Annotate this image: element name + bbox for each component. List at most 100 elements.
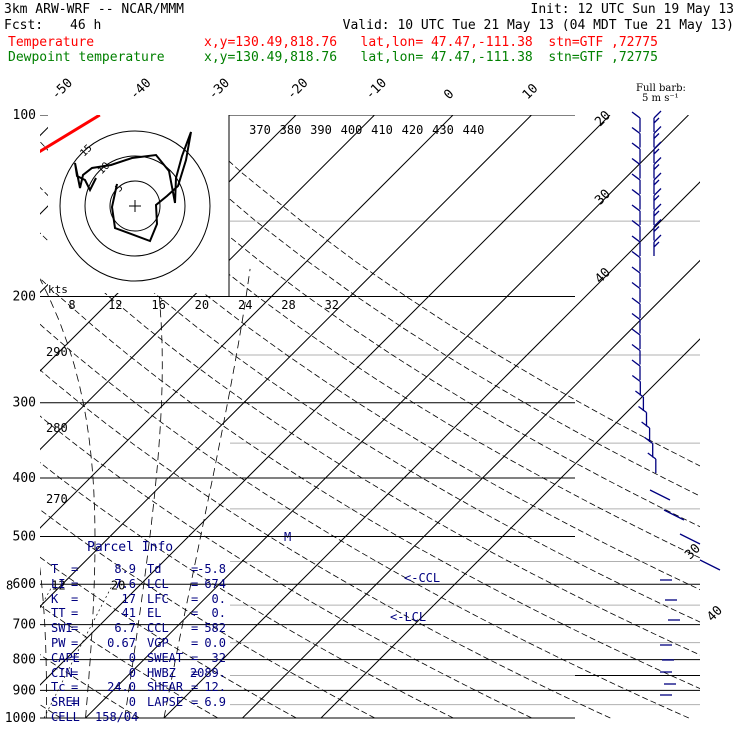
- wind-barb-staff: [631, 157, 641, 179]
- isotherm-label--20: -20: [284, 76, 311, 103]
- dry-adiabat-450: [136, 115, 700, 497]
- wind-barb-staff: [641, 421, 651, 442]
- wind-barb-staff: [631, 297, 641, 318]
- parcel-param-name: LCL: [147, 576, 169, 591]
- pressure-label-500: 500: [13, 529, 36, 544]
- wind-barb-lower: [679, 533, 701, 545]
- hodograph-speed-24: 24: [238, 298, 252, 312]
- pressure-label-1000: 1000: [5, 711, 36, 726]
- wind-barb-staff: [631, 126, 641, 148]
- wind-barb-staff: [638, 405, 648, 427]
- wind-barb-staff: [631, 204, 641, 225]
- wind-barb-lower: [699, 559, 721, 571]
- wind-barb: [631, 328, 641, 349]
- moist-adiabat-40: [163, 268, 251, 719]
- hodograph-speed-28: 28: [281, 298, 295, 312]
- hodograph-speed-16: 16: [151, 298, 165, 312]
- wind-barb: [631, 359, 641, 380]
- wind-barbs: [631, 110, 721, 696]
- theta-e-label-420: 420: [402, 123, 424, 137]
- parcel-param-value: 6.7: [114, 621, 136, 636]
- isotherm-10: [40, 115, 532, 608]
- parcel-param-name: CIN: [51, 665, 73, 680]
- wind-barb: [631, 219, 662, 241]
- wind-barb: [641, 421, 651, 442]
- parcel-equals: =: [71, 591, 79, 606]
- isotherm-30: [85, 115, 689, 719]
- wind-barb: [635, 390, 645, 411]
- pressure-label-900: 900: [13, 683, 36, 698]
- parcel-param-name: LI: [51, 576, 66, 591]
- parcel-param-value: 0: [128, 650, 136, 665]
- dry-adiabat-360: [40, 415, 532, 719]
- parcel-param-name: LFC: [147, 591, 169, 606]
- wind-barb-staff: [631, 173, 641, 194]
- parcel-equals: =: [191, 665, 199, 680]
- isotherm-label-10: 10: [520, 81, 542, 103]
- parcel-equals: =: [71, 562, 79, 576]
- temperature-legend: Temperature: [8, 35, 95, 50]
- isotherm--10: [40, 115, 375, 451]
- theta-label-280: 280: [46, 421, 68, 435]
- parcel-equals: =: [191, 562, 199, 576]
- parcel-param-name: TT: [51, 606, 66, 621]
- mixing-ratio-8: [0, 584, 8, 718]
- pressure-label-800: 800: [13, 653, 36, 668]
- parcel-param-name: CCL: [147, 621, 169, 636]
- parcel-param-name: CAPE: [51, 650, 80, 665]
- wind-barb-staff: [644, 436, 654, 458]
- isotherm-label--30: -30: [206, 76, 233, 103]
- wind-barb: [631, 141, 662, 163]
- parcel-param-name: EL: [147, 606, 162, 621]
- moist-adiabat-30: [40, 278, 96, 719]
- dry-adiabat-420: [40, 141, 700, 591]
- wind-barb-flag: [653, 203, 662, 225]
- hodograph-ring-10: [84, 155, 186, 257]
- isotherm-label-40-edge: 40: [704, 603, 726, 625]
- wind-barb-staff: [631, 328, 641, 349]
- wind-barb: [631, 297, 641, 318]
- wind-barb: [631, 250, 641, 272]
- theta-e-label-410: 410: [371, 123, 393, 137]
- isotherm-40: [163, 181, 700, 719]
- parcel-param-name: SWEAT: [147, 650, 184, 665]
- wind-barb: [631, 281, 641, 303]
- dry-adiabat-370: [40, 369, 611, 719]
- parcel-param-name: Td: [147, 562, 162, 576]
- parcel-param-value: 32: [211, 650, 226, 665]
- wind-barb-staff: [631, 312, 641, 334]
- moist-adiabat-20: [0, 269, 7, 718]
- dry-adiabat-410: [40, 186, 700, 623]
- isotherm-label-0: 0: [441, 87, 457, 103]
- parcel-param-value: 24.0: [107, 680, 136, 695]
- wind-barb-flag: [653, 188, 662, 210]
- parcel-equals: =: [191, 621, 199, 636]
- mixing-ratio-label-8: 8: [6, 578, 13, 592]
- barb-key-line1: Full barb:: [636, 83, 686, 94]
- pressure-label-400: 400: [13, 471, 36, 486]
- dry-adiabat-380: [40, 323, 689, 719]
- isotherm-label-20: 20: [592, 108, 614, 130]
- parcel-param-name: SHEAR: [147, 680, 184, 695]
- mixing-ratio-label-12: 12: [51, 578, 65, 592]
- wind-barb-lower: [649, 489, 671, 501]
- wind-barb: [631, 188, 662, 210]
- parcel-param-value: 0.0: [204, 636, 226, 650]
- wind-barb-staff: [631, 142, 641, 163]
- wind-barb-flag: [653, 172, 662, 194]
- wind-barb: [631, 126, 662, 148]
- wind-barb-staff: [631, 188, 641, 210]
- wind-barb: [631, 343, 641, 365]
- theta-e-label-430: 430: [432, 123, 454, 137]
- wind-barb: [631, 374, 641, 396]
- parcel-equals: =: [191, 695, 199, 710]
- pressure-label-100: 100: [13, 108, 36, 123]
- wind-barb-staff: [647, 452, 657, 473]
- parcel-equals: =: [71, 621, 79, 636]
- wind-barb: [631, 157, 662, 179]
- dry-adiabat-440: [96, 115, 700, 528]
- isotherm-label--10: -10: [363, 76, 390, 103]
- parcel-param-value: 12.: [204, 680, 226, 695]
- parcel-equals: =: [71, 665, 79, 680]
